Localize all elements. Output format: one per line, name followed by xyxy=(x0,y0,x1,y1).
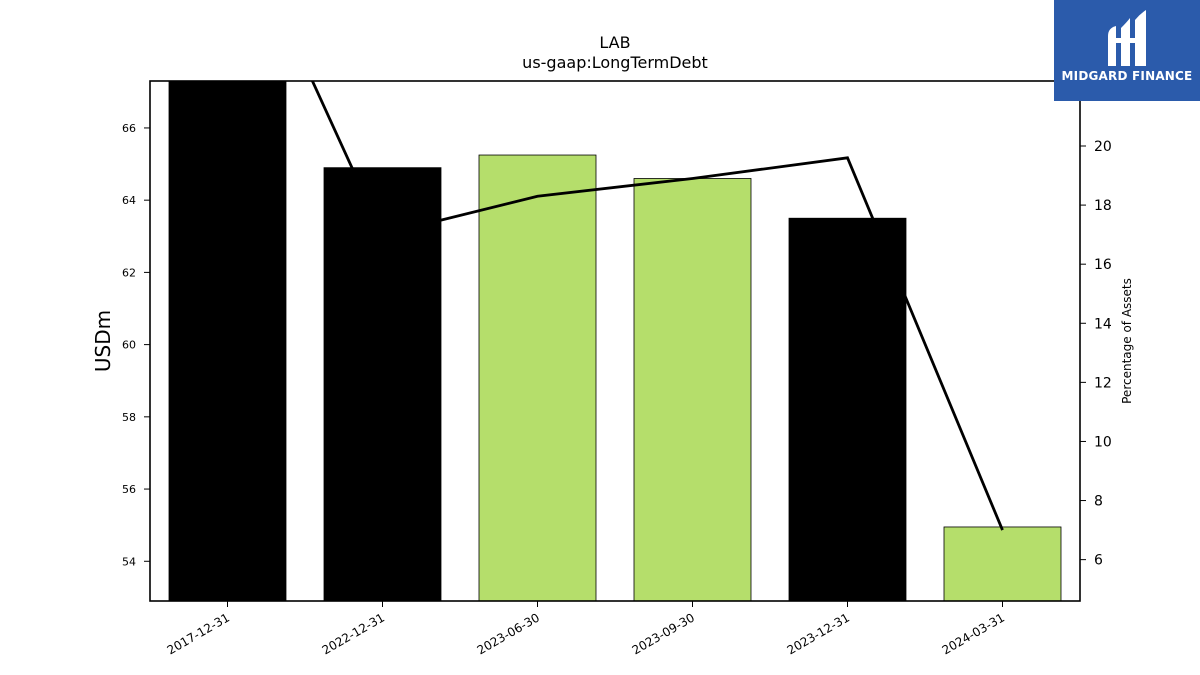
chart-title: LAB xyxy=(599,33,630,52)
y-tick-label-right: 6 xyxy=(1094,553,1103,569)
bar-2023-06-30 xyxy=(478,154,597,601)
x-axis: 2017-12-31 2022-12-31 2023-06-30 2023-09-30… xyxy=(165,601,1007,657)
x-tick-label: 2017-12-31 xyxy=(165,610,232,657)
logo-text: MIDGARD FINANCE xyxy=(1061,69,1193,83)
bar-2017-12-31 xyxy=(168,81,287,601)
x-tick-label: 2023-09-30 xyxy=(630,610,697,657)
y-tick-label-right: 14 xyxy=(1094,316,1112,332)
bar-2023-12-31 xyxy=(788,217,907,601)
logo: MIDGARD FINANCE xyxy=(1054,0,1200,101)
y-tick-label-left: 66 xyxy=(122,122,136,135)
y-tick-label-right: 16 xyxy=(1094,257,1112,273)
x-tick-label: 2024-03-31 xyxy=(940,610,1007,657)
y-tick-label-left: 62 xyxy=(122,266,136,279)
y-tick-label-left: 56 xyxy=(122,483,136,496)
line-layer xyxy=(310,81,1004,531)
bar-2022-12-31 xyxy=(323,167,442,601)
y-axis-label-left: USDm xyxy=(91,310,115,372)
y-axis-label-right: Percentage of Assets xyxy=(1120,278,1134,404)
bar-2023-09-30 xyxy=(633,178,752,601)
bar-2024-03-31 xyxy=(943,526,1062,601)
y-axis-right: 6 8 10 12 14 16 18 20 xyxy=(1080,139,1112,569)
x-tick-label: 2023-06-30 xyxy=(475,610,542,657)
y-tick-label-right: 12 xyxy=(1094,375,1112,391)
plot-frame xyxy=(149,80,1081,602)
y-tick-label-left: 60 xyxy=(122,339,136,352)
y-tick-label-left: 58 xyxy=(122,411,136,424)
chart-subtitle: us-gaap:LongTermDebt xyxy=(522,53,708,72)
bar-layer xyxy=(168,81,1062,601)
x-tick-label: 2023-12-31 xyxy=(785,610,852,657)
y-axis-left: 54 56 58 60 62 64 66 xyxy=(122,122,150,568)
y-tick-label-right: 18 xyxy=(1094,198,1112,214)
midgard-logo-icon xyxy=(1108,10,1146,66)
y-tick-label-right: 20 xyxy=(1094,139,1112,155)
y-tick-label-right: 10 xyxy=(1094,434,1112,450)
y-tick-label-right: 8 xyxy=(1094,494,1103,510)
y-tick-label-left: 54 xyxy=(122,555,136,568)
y-tick-label-left: 64 xyxy=(122,194,136,207)
line-series xyxy=(310,81,1004,531)
x-tick-label: 2022-12-31 xyxy=(320,610,387,657)
